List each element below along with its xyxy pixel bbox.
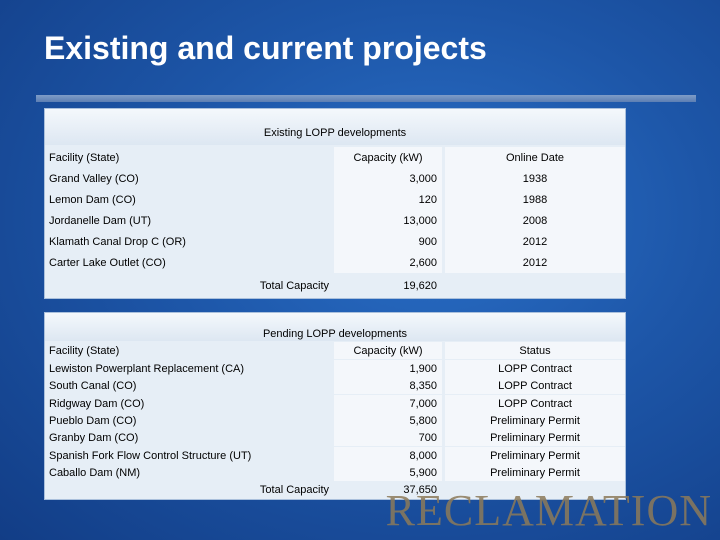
status-cell: LOPP Contract bbox=[498, 379, 572, 392]
capacity-cell: 13,000 bbox=[403, 214, 437, 227]
table-row: Caballo Dam (NM) 5,900 Preliminary Permi… bbox=[45, 464, 625, 481]
facility-cell: Ridgway Dam (CO) bbox=[49, 397, 145, 410]
pending-header-facility: Facility (State) bbox=[49, 344, 120, 357]
capacity-cell: 900 bbox=[418, 235, 437, 248]
existing-header-date: Online Date bbox=[505, 151, 565, 164]
table-row: Jordanelle Dam (UT) 13,000 2008 bbox=[45, 210, 625, 231]
facility-cell: Grand Valley (CO) bbox=[49, 172, 139, 185]
existing-header-facility: Facility (State) bbox=[49, 151, 120, 164]
status-cell: LOPP Contract bbox=[498, 397, 572, 410]
facility-cell: Spanish Fork Flow Control Structure (UT) bbox=[49, 449, 252, 462]
capacity-cell: 5,800 bbox=[409, 414, 437, 427]
facility-cell: Klamath Canal Drop C (OR) bbox=[49, 235, 186, 248]
date-cell: 1938 bbox=[522, 172, 548, 185]
table-row: Ridgway Dam (CO) 7,000 LOPP Contract bbox=[45, 395, 625, 412]
facility-cell: Caballo Dam (NM) bbox=[49, 466, 141, 479]
total-capacity-value: 37,650 bbox=[403, 483, 437, 496]
pending-header-capacity: Capacity (kW) bbox=[353, 344, 423, 357]
table-row: Pueblo Dam (CO) 5,800 Preliminary Permit bbox=[45, 412, 625, 429]
pending-total-row: Total Capacity 37,650 bbox=[45, 481, 625, 498]
table-row: Lewiston Powerplant Replacement (CA) 1,9… bbox=[45, 360, 625, 377]
slide-title: Existing and current projects bbox=[44, 30, 487, 66]
pending-caption: Pending LOPP developments bbox=[262, 328, 408, 340]
pending-caption-bar bbox=[45, 313, 625, 341]
capacity-cell: 8,000 bbox=[409, 449, 437, 462]
status-cell: Preliminary Permit bbox=[490, 414, 580, 427]
date-cell: 2012 bbox=[522, 256, 548, 269]
status-cell: Preliminary Permit bbox=[490, 466, 580, 479]
table-row: Granby Dam (CO) 700 Preliminary Permit bbox=[45, 429, 625, 446]
facility-cell: Lewiston Powerplant Replacement (CA) bbox=[49, 362, 245, 375]
facility-cell: Carter Lake Outlet (CO) bbox=[49, 256, 166, 269]
total-capacity-value: 19,620 bbox=[403, 279, 437, 292]
status-cell: Preliminary Permit bbox=[490, 431, 580, 444]
capacity-cell: 120 bbox=[418, 193, 437, 206]
capacity-cell: 700 bbox=[418, 431, 437, 444]
date-cell: 2012 bbox=[522, 235, 548, 248]
capacity-cell: 5,900 bbox=[409, 466, 437, 479]
capacity-cell: 7,000 bbox=[409, 397, 437, 410]
total-capacity-label: Total Capacity bbox=[259, 483, 329, 496]
existing-caption: Existing LOPP developments bbox=[263, 127, 407, 139]
capacity-cell: 8,350 bbox=[409, 379, 437, 392]
date-cell: 1988 bbox=[522, 193, 548, 206]
facility-cell: Granby Dam (CO) bbox=[49, 431, 139, 444]
pending-header-status: Status bbox=[519, 344, 551, 357]
existing-caption-bar bbox=[45, 109, 625, 145]
facility-cell: South Canal (CO) bbox=[49, 379, 137, 392]
capacity-cell: 3,000 bbox=[409, 172, 437, 185]
capacity-cell: 1,900 bbox=[409, 362, 437, 375]
date-cell: 2008 bbox=[522, 214, 548, 227]
capacity-cell: 2,600 bbox=[409, 256, 437, 269]
facility-cell: Jordanelle Dam (UT) bbox=[49, 214, 152, 227]
existing-total-row: Total Capacity 19,620 bbox=[45, 275, 625, 296]
table-row: Carter Lake Outlet (CO) 2,600 2012 bbox=[45, 252, 625, 273]
title-divider bbox=[36, 95, 696, 102]
status-cell: Preliminary Permit bbox=[490, 449, 580, 462]
pending-table: Pending LOPP developments Facility (Stat… bbox=[44, 312, 626, 500]
facility-cell: Lemon Dam (CO) bbox=[49, 193, 136, 206]
existing-header-row: Facility (State) Capacity (kW) Online Da… bbox=[45, 147, 625, 168]
reclamation-logo: RECLAMATION bbox=[385, 486, 712, 535]
table-row: Grand Valley (CO) 3,000 1938 bbox=[45, 168, 625, 189]
table-row: Lemon Dam (CO) 120 1988 bbox=[45, 189, 625, 210]
existing-header-capacity: Capacity (kW) bbox=[353, 151, 423, 164]
table-row: South Canal (CO) 8,350 LOPP Contract bbox=[45, 377, 625, 394]
status-cell: LOPP Contract bbox=[498, 362, 572, 375]
total-capacity-label: Total Capacity bbox=[259, 279, 329, 292]
table-row: Spanish Fork Flow Control Structure (UT)… bbox=[45, 447, 625, 464]
table-row: Klamath Canal Drop C (OR) 900 2012 bbox=[45, 231, 625, 252]
pending-header-row: Facility (State) Capacity (kW) Status bbox=[45, 342, 625, 359]
facility-cell: Pueblo Dam (CO) bbox=[49, 414, 137, 427]
existing-table: Existing LOPP developments Facility (Sta… bbox=[44, 108, 626, 299]
